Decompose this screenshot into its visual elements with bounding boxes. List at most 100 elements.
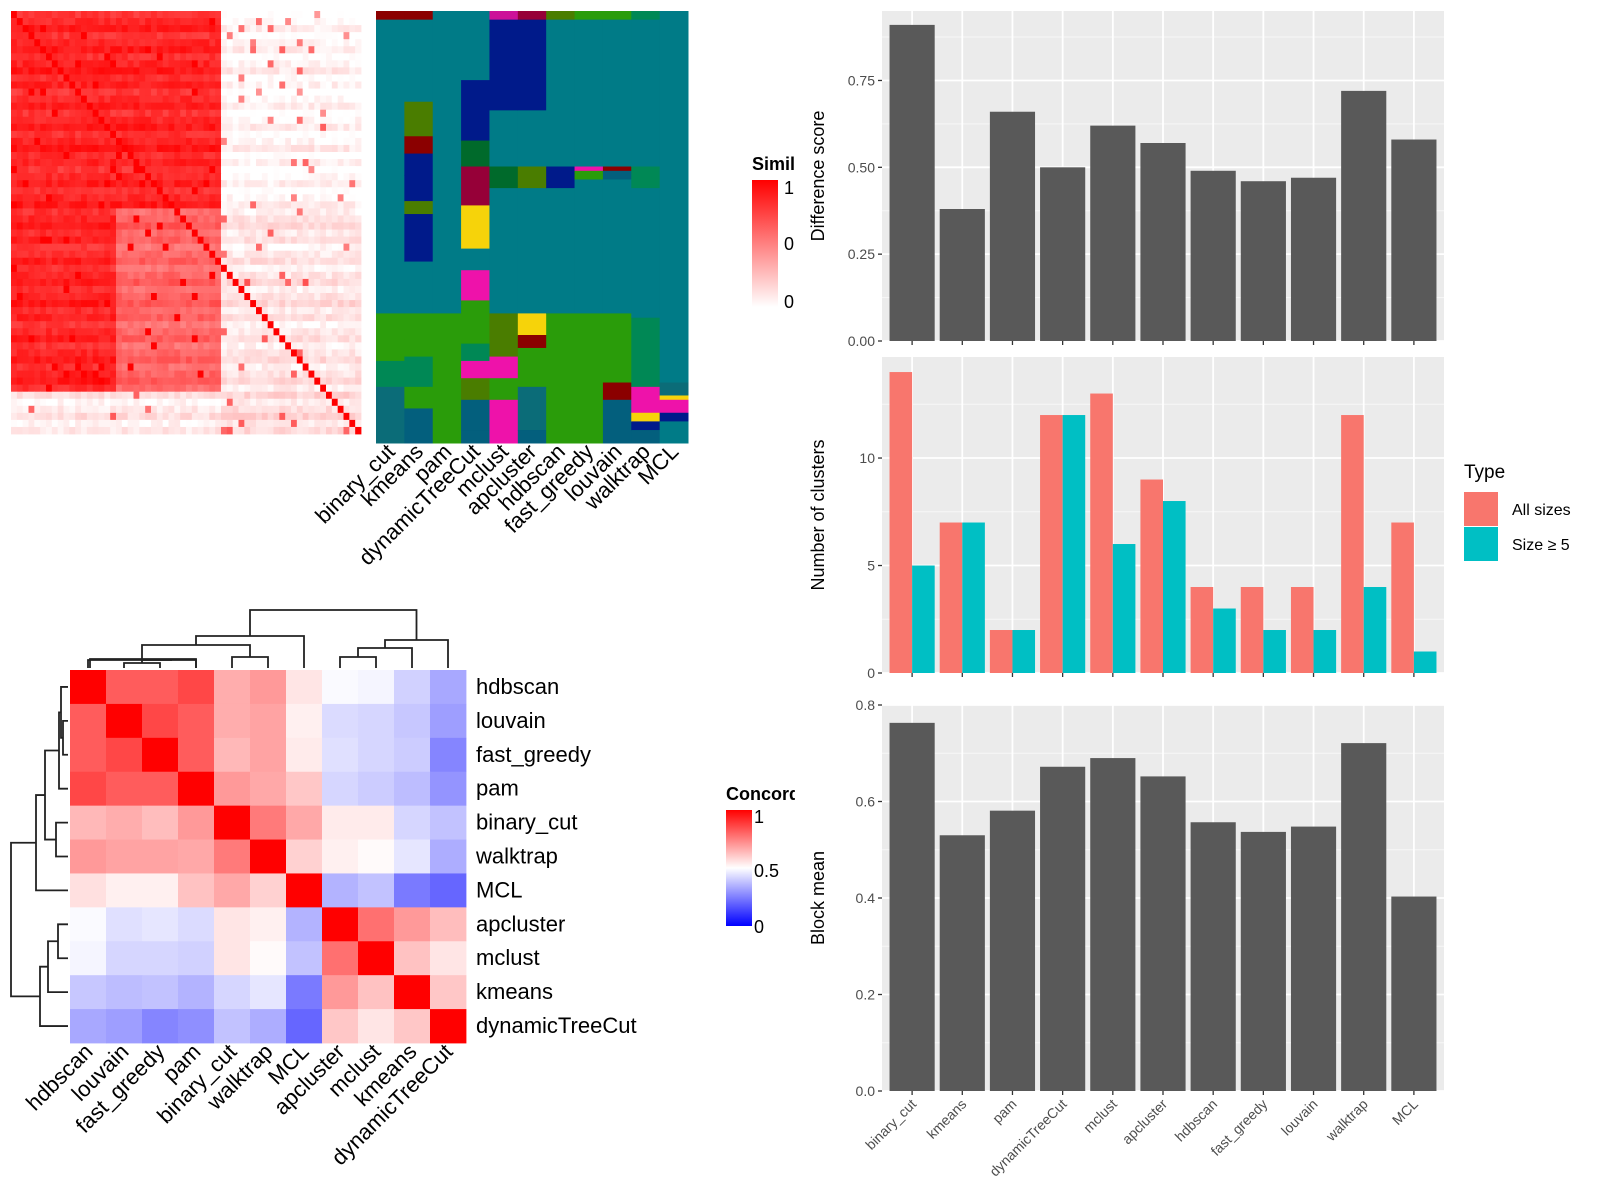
similarity-cell: [46, 144, 53, 153]
similarity-cell: [279, 32, 286, 40]
similarity-cell: [221, 229, 228, 237]
similarity-cell: [34, 222, 41, 230]
similarity-cell: [314, 257, 321, 266]
similarity-cell: [75, 307, 82, 315]
similarity-cell: [314, 173, 321, 181]
similarity-cell: [343, 363, 350, 371]
similarity-cell: [46, 208, 53, 216]
similarity-cell: [197, 314, 204, 322]
similarity-cell: [326, 257, 333, 266]
similarity-cell: [174, 236, 181, 245]
similarity-cell: [291, 278, 298, 287]
similarity-cell: [337, 102, 344, 111]
concordance-cell: [70, 771, 107, 807]
similarity-cell: [343, 405, 350, 414]
similarity-cell: [337, 335, 344, 343]
similarity-cell: [308, 116, 315, 125]
similarity-cell: [127, 243, 134, 252]
similarity-cell: [302, 130, 309, 139]
similarity-cell: [98, 88, 105, 96]
similarity-cell: [256, 194, 263, 202]
similarity-cell: [34, 109, 41, 118]
similarity-cell: [302, 356, 309, 364]
similarity-cell: [226, 60, 234, 68]
similarity-cell: [168, 109, 175, 118]
similarity-cell: [168, 321, 175, 329]
similarity-cell: [244, 187, 251, 195]
similarity-cell: [81, 60, 88, 68]
similarity-cell: [343, 130, 350, 139]
similarity-cell: [267, 412, 274, 421]
similarity-cell: [81, 419, 88, 428]
similarity-cell: [326, 307, 333, 315]
similarity-cell: [226, 229, 234, 237]
similarity-cell: [326, 60, 333, 68]
similarity-cell: [209, 67, 216, 75]
similarity-cell: [57, 300, 64, 308]
similarity-cell: [51, 60, 59, 68]
similarity-cell: [191, 18, 199, 26]
similarity-cell: [98, 236, 105, 245]
similarity-cell: [337, 278, 344, 287]
similarity-cell: [57, 307, 64, 315]
similarity-cell: [215, 222, 222, 230]
similarity-cell: [63, 201, 70, 209]
similarity-cell: [174, 201, 181, 209]
similarity-cell: [221, 264, 228, 273]
similarity-cell: [168, 187, 175, 195]
similarity-cell: [151, 201, 158, 209]
similarity-cell: [81, 384, 88, 393]
similarity-cell: [51, 116, 59, 125]
similarity-cell: [28, 342, 35, 350]
similarity-cell: [174, 222, 181, 230]
similarity-cell: [226, 412, 234, 421]
similarity-cell: [174, 412, 181, 421]
similarity-cell: [69, 81, 76, 89]
similarity-cell: [162, 215, 169, 223]
similarity-cell: [238, 81, 245, 89]
similarity-cell: [296, 321, 304, 329]
concordance-row-label: MCL: [476, 877, 522, 902]
similarity-cell: [180, 257, 187, 266]
similarity-cell: [145, 109, 152, 118]
similarity-cell: [75, 137, 82, 146]
similarity-cell: [244, 173, 251, 181]
similarity-cell: [133, 194, 140, 202]
similarity-cell: [133, 398, 140, 407]
similarity-cell: [86, 159, 94, 167]
similarity-cell: [215, 201, 222, 209]
similarity-cell: [203, 194, 210, 202]
similarity-cell: [273, 257, 280, 266]
similarity-cell: [92, 370, 99, 378]
similarity-cell: [279, 180, 286, 188]
similarity-cell: [203, 102, 210, 111]
similarity-cell: [63, 130, 70, 139]
similarity-cell: [349, 412, 356, 421]
similarity-cell: [40, 363, 47, 371]
similarity-cell: [320, 391, 327, 400]
similarity-cell: [261, 293, 269, 301]
similarity-cell: [168, 137, 175, 146]
similarity-cell: [174, 152, 181, 160]
similarity-cell: [191, 130, 199, 139]
similarity-cell: [209, 370, 216, 378]
similarity-cell: [63, 109, 70, 118]
similarity-cell: [337, 116, 344, 125]
similarity-cell: [308, 257, 315, 266]
similarity-cell: [63, 412, 70, 421]
similarity-cell: [191, 11, 199, 19]
similarity-cell: [180, 152, 187, 160]
similarity-cell: [355, 201, 362, 209]
similarity-cell: [81, 25, 88, 33]
similarity-cell: [28, 250, 35, 259]
similarity-cell: [145, 328, 152, 336]
concordance-cell: [394, 873, 431, 908]
dendrogram-branch: [60, 686, 68, 739]
similarity-cell: [133, 285, 140, 294]
similarity-cell: [127, 271, 134, 280]
similarity-cell: [186, 398, 193, 407]
similarity-cell: [11, 130, 18, 139]
similarity-cell: [232, 391, 239, 400]
concordance-cell: [430, 975, 467, 1010]
membership-cell: [574, 19, 604, 168]
